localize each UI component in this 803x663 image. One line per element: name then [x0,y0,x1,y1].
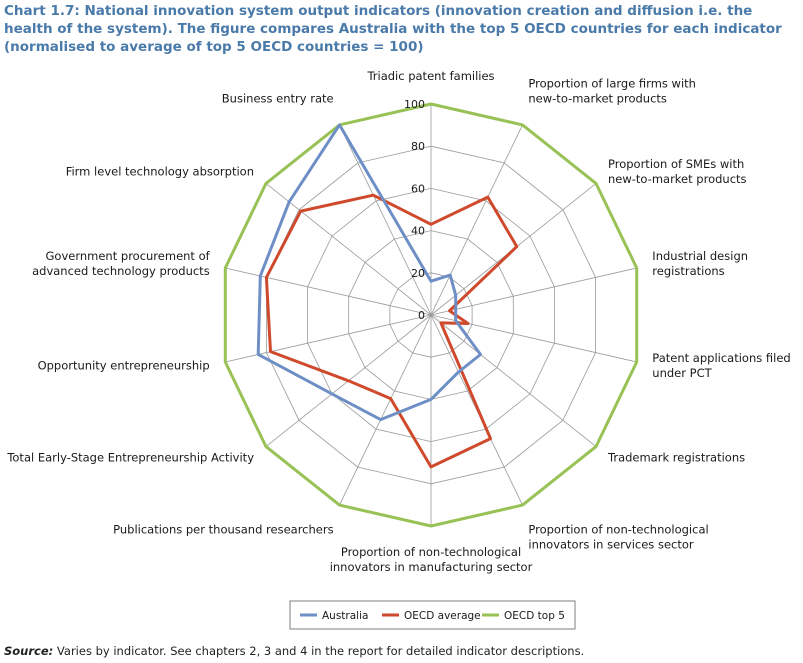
tick-label-0: 0 [418,309,425,322]
series-australia [256,123,482,422]
source-label: Source: [4,644,54,658]
category-label-10: Opportunity entrepreneurship [38,359,210,373]
grid-spoke [225,314,432,363]
category-label-13: Business entry rate [222,92,334,106]
legend-label-oecd-top5: OECD top 5 [504,610,565,622]
grid-spoke [339,314,432,506]
legend-label-australia: Australia [322,610,368,622]
category-label-2: new-to-market products [608,172,747,186]
category-label-3: Industrial design [652,249,748,263]
tick-label-layer: 0 20 40 60 80 100 [404,98,425,322]
category-label-0: Triadic patent families [366,69,494,83]
legend-box [289,600,576,630]
grid-spoke [225,267,432,316]
series-oecd-top5 [223,102,639,528]
chart-title: Chart 1.7: National innovation system ou… [4,3,782,55]
grid-spoke [265,183,432,316]
grid-spoke [430,267,637,316]
category-label-4: under PCT [652,366,712,380]
series-layer [223,102,639,528]
tick-label-60: 60 [411,182,425,195]
series-oecd-average [264,193,519,469]
grid-spoke [430,314,597,447]
tick-label-40: 40 [411,225,425,238]
category-label-6: innovators in services sector [528,537,693,551]
category-label-2: Proportion of SMEs with [608,157,744,171]
tick-label-80: 80 [411,140,425,153]
tick-label-100: 100 [404,98,425,111]
category-label-8: Publications per thousand researchers [113,522,333,536]
grid-spoke [339,124,432,316]
category-label-6: Proportion of non-technological [528,522,708,536]
source-text: Varies by indicator. See chapters 2, 3 a… [53,644,585,658]
legend: Australia OECD average OECD top 5 [289,600,576,630]
category-label-1: new-to-market products [528,92,667,106]
category-label-1: Proportion of large firms with [528,77,696,91]
category-label-12: Firm level technology absorption [66,165,254,179]
grid-spoke [430,124,523,316]
category-label-3: registrations [652,264,724,278]
legend-label-oecd-average: OECD average [404,610,481,622]
category-label-7: Proportion of non-technological [341,545,521,559]
category-label-7: innovators in manufacturing sector [330,560,533,574]
category-label-4: Patent applications filed [652,351,790,365]
category-label-11: Government procurement of [46,249,211,263]
category-label-11: advanced technology products [32,264,210,278]
category-label-layer: Triadic patent families Proportion of lar… [6,69,790,574]
tick-label-20: 20 [411,267,425,280]
category-label-5: Trademark registrations [607,450,745,464]
category-label-9: Total Early-Stage Entrepreneurship Activ… [6,450,254,464]
source-note: Source: Varies by indicator. See chapter… [4,644,800,658]
